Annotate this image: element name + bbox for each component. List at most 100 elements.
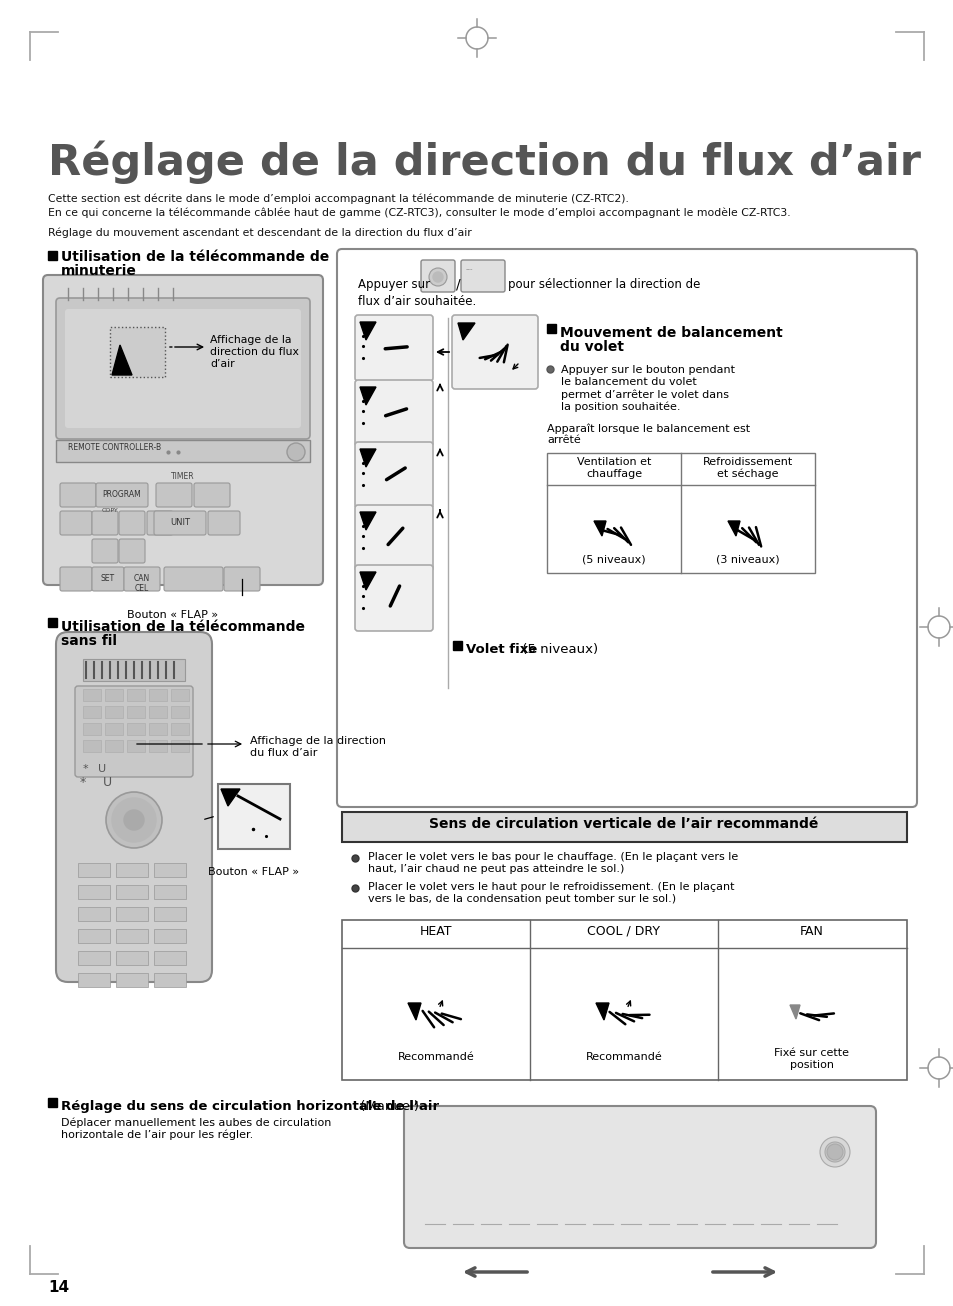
Text: la position souhaitée.: la position souhaitée. [560, 401, 679, 411]
Text: Appuyer sur: Appuyer sur [357, 278, 430, 291]
Bar [83, 707, 101, 718]
Text: SET: SET [101, 575, 115, 582]
Text: HEAT: HEAT [419, 925, 452, 938]
Polygon shape [594, 521, 605, 535]
Polygon shape [727, 521, 740, 535]
Text: Recommandé: Recommandé [585, 1053, 661, 1062]
Text: le balancement du volet: le balancement du volet [560, 377, 696, 387]
FancyBboxPatch shape [56, 632, 212, 982]
Bar [78, 973, 110, 987]
Text: TIMER: TIMER [171, 471, 194, 481]
Circle shape [820, 1138, 849, 1168]
Bar [56, 440, 310, 462]
Text: Mouvement de balancement: Mouvement de balancement [559, 326, 781, 340]
Text: Volet fixe: Volet fixe [465, 643, 537, 656]
Bar [83, 724, 101, 735]
Circle shape [287, 443, 305, 461]
Bar [105, 741, 123, 752]
Bar [149, 707, 167, 718]
Text: flux d’air souhaitée.: flux d’air souhaitée. [357, 295, 476, 308]
Text: Placer le volet vers le bas pour le chauffage. (En le plaçant vers le: Placer le volet vers le bas pour le chau… [368, 852, 738, 862]
Text: Déplacer manuellement les aubes de circulation: Déplacer manuellement les aubes de circu… [61, 1118, 331, 1128]
FancyBboxPatch shape [56, 298, 310, 439]
Text: haut, l’air chaud ne peut pas atteindre le sol.): haut, l’air chaud ne peut pas atteindre … [368, 865, 623, 874]
FancyBboxPatch shape [420, 260, 455, 293]
FancyBboxPatch shape [75, 686, 193, 777]
Circle shape [124, 810, 144, 831]
Text: Apparaît lorsque le balancement est: Apparaît lorsque le balancement est [546, 423, 749, 434]
Polygon shape [596, 1003, 608, 1020]
Text: (3 niveaux): (3 niveaux) [716, 555, 779, 565]
Text: ---: --- [465, 266, 473, 272]
Text: En ce qui concerne la télécommande câblée haut de gamme (CZ-RTC3), consulter le : En ce qui concerne la télécommande câblé… [48, 206, 790, 218]
Bar [83, 690, 101, 701]
Text: Ventilation et
chauffage: Ventilation et chauffage [577, 457, 651, 478]
Polygon shape [359, 512, 375, 530]
Bar [83, 741, 101, 752]
Polygon shape [221, 789, 240, 806]
FancyBboxPatch shape [224, 567, 260, 592]
FancyBboxPatch shape [403, 1106, 875, 1249]
Bar [110, 326, 165, 377]
Text: Utilisation de la télécommande de: Utilisation de la télécommande de [61, 249, 329, 264]
Bar [116, 863, 148, 878]
Bar [149, 724, 167, 735]
Text: vers le bas, de la condensation peut tomber sur le sol.): vers le bas, de la condensation peut tom… [368, 895, 676, 904]
FancyBboxPatch shape [355, 441, 433, 508]
FancyBboxPatch shape [60, 483, 96, 507]
Polygon shape [359, 449, 375, 468]
Bar [149, 741, 167, 752]
Text: Appuyer sur le bouton pendant: Appuyer sur le bouton pendant [560, 364, 734, 375]
Text: Placer le volet vers le haut pour le refroidissement. (En le plaçant: Placer le volet vers le haut pour le ref… [368, 882, 734, 892]
Bar [116, 951, 148, 965]
Polygon shape [789, 1006, 800, 1019]
Bar [171, 707, 189, 718]
Text: PROGRAM: PROGRAM [103, 490, 141, 499]
FancyBboxPatch shape [124, 567, 160, 592]
Text: Affichage de la direction: Affichage de la direction [250, 737, 386, 746]
Bar [78, 906, 110, 921]
Text: *: * [83, 764, 89, 774]
FancyBboxPatch shape [91, 539, 118, 563]
FancyBboxPatch shape [96, 483, 148, 507]
Bar [546, 453, 814, 573]
Text: du volet: du volet [559, 340, 623, 354]
Bar [48, 618, 57, 627]
Text: Bouton « FLAP »: Bouton « FLAP » [128, 610, 218, 620]
Text: COPY: COPY [102, 508, 118, 513]
FancyBboxPatch shape [119, 539, 145, 563]
FancyBboxPatch shape [208, 511, 240, 535]
Text: Utilisation de la télécommande: Utilisation de la télécommande [61, 620, 305, 633]
FancyBboxPatch shape [91, 567, 124, 592]
Text: (Manuel): (Manuel) [355, 1100, 418, 1113]
FancyBboxPatch shape [355, 315, 433, 381]
Bar [48, 251, 57, 260]
FancyBboxPatch shape [65, 310, 301, 428]
Text: Affichage de la: Affichage de la [210, 336, 292, 345]
Circle shape [106, 791, 162, 848]
FancyBboxPatch shape [91, 511, 118, 535]
Bar [153, 906, 186, 921]
Bar [153, 885, 186, 899]
FancyBboxPatch shape [452, 315, 537, 389]
Text: 14: 14 [48, 1280, 69, 1296]
Text: d’air: d’air [210, 359, 234, 370]
Circle shape [433, 272, 442, 282]
FancyBboxPatch shape [43, 276, 323, 585]
FancyBboxPatch shape [153, 511, 206, 535]
Text: (5 niveaux): (5 niveaux) [517, 643, 598, 656]
Bar [116, 929, 148, 943]
Bar [341, 812, 906, 842]
Bar [127, 741, 145, 752]
Text: U: U [98, 764, 106, 774]
Polygon shape [408, 1003, 420, 1020]
Bar [171, 690, 189, 701]
Bar [105, 690, 123, 701]
Text: Recommandé: Recommandé [397, 1053, 474, 1062]
Bar [171, 724, 189, 735]
Text: Réglage du mouvement ascendant et descendant de la direction du flux d’air: Réglage du mouvement ascendant et descen… [48, 229, 471, 239]
Text: arrêté: arrêté [546, 435, 580, 445]
Circle shape [112, 798, 156, 842]
Text: permet d’arrêter le volet dans: permet d’arrêter le volet dans [560, 389, 728, 400]
Text: /: / [456, 278, 460, 293]
